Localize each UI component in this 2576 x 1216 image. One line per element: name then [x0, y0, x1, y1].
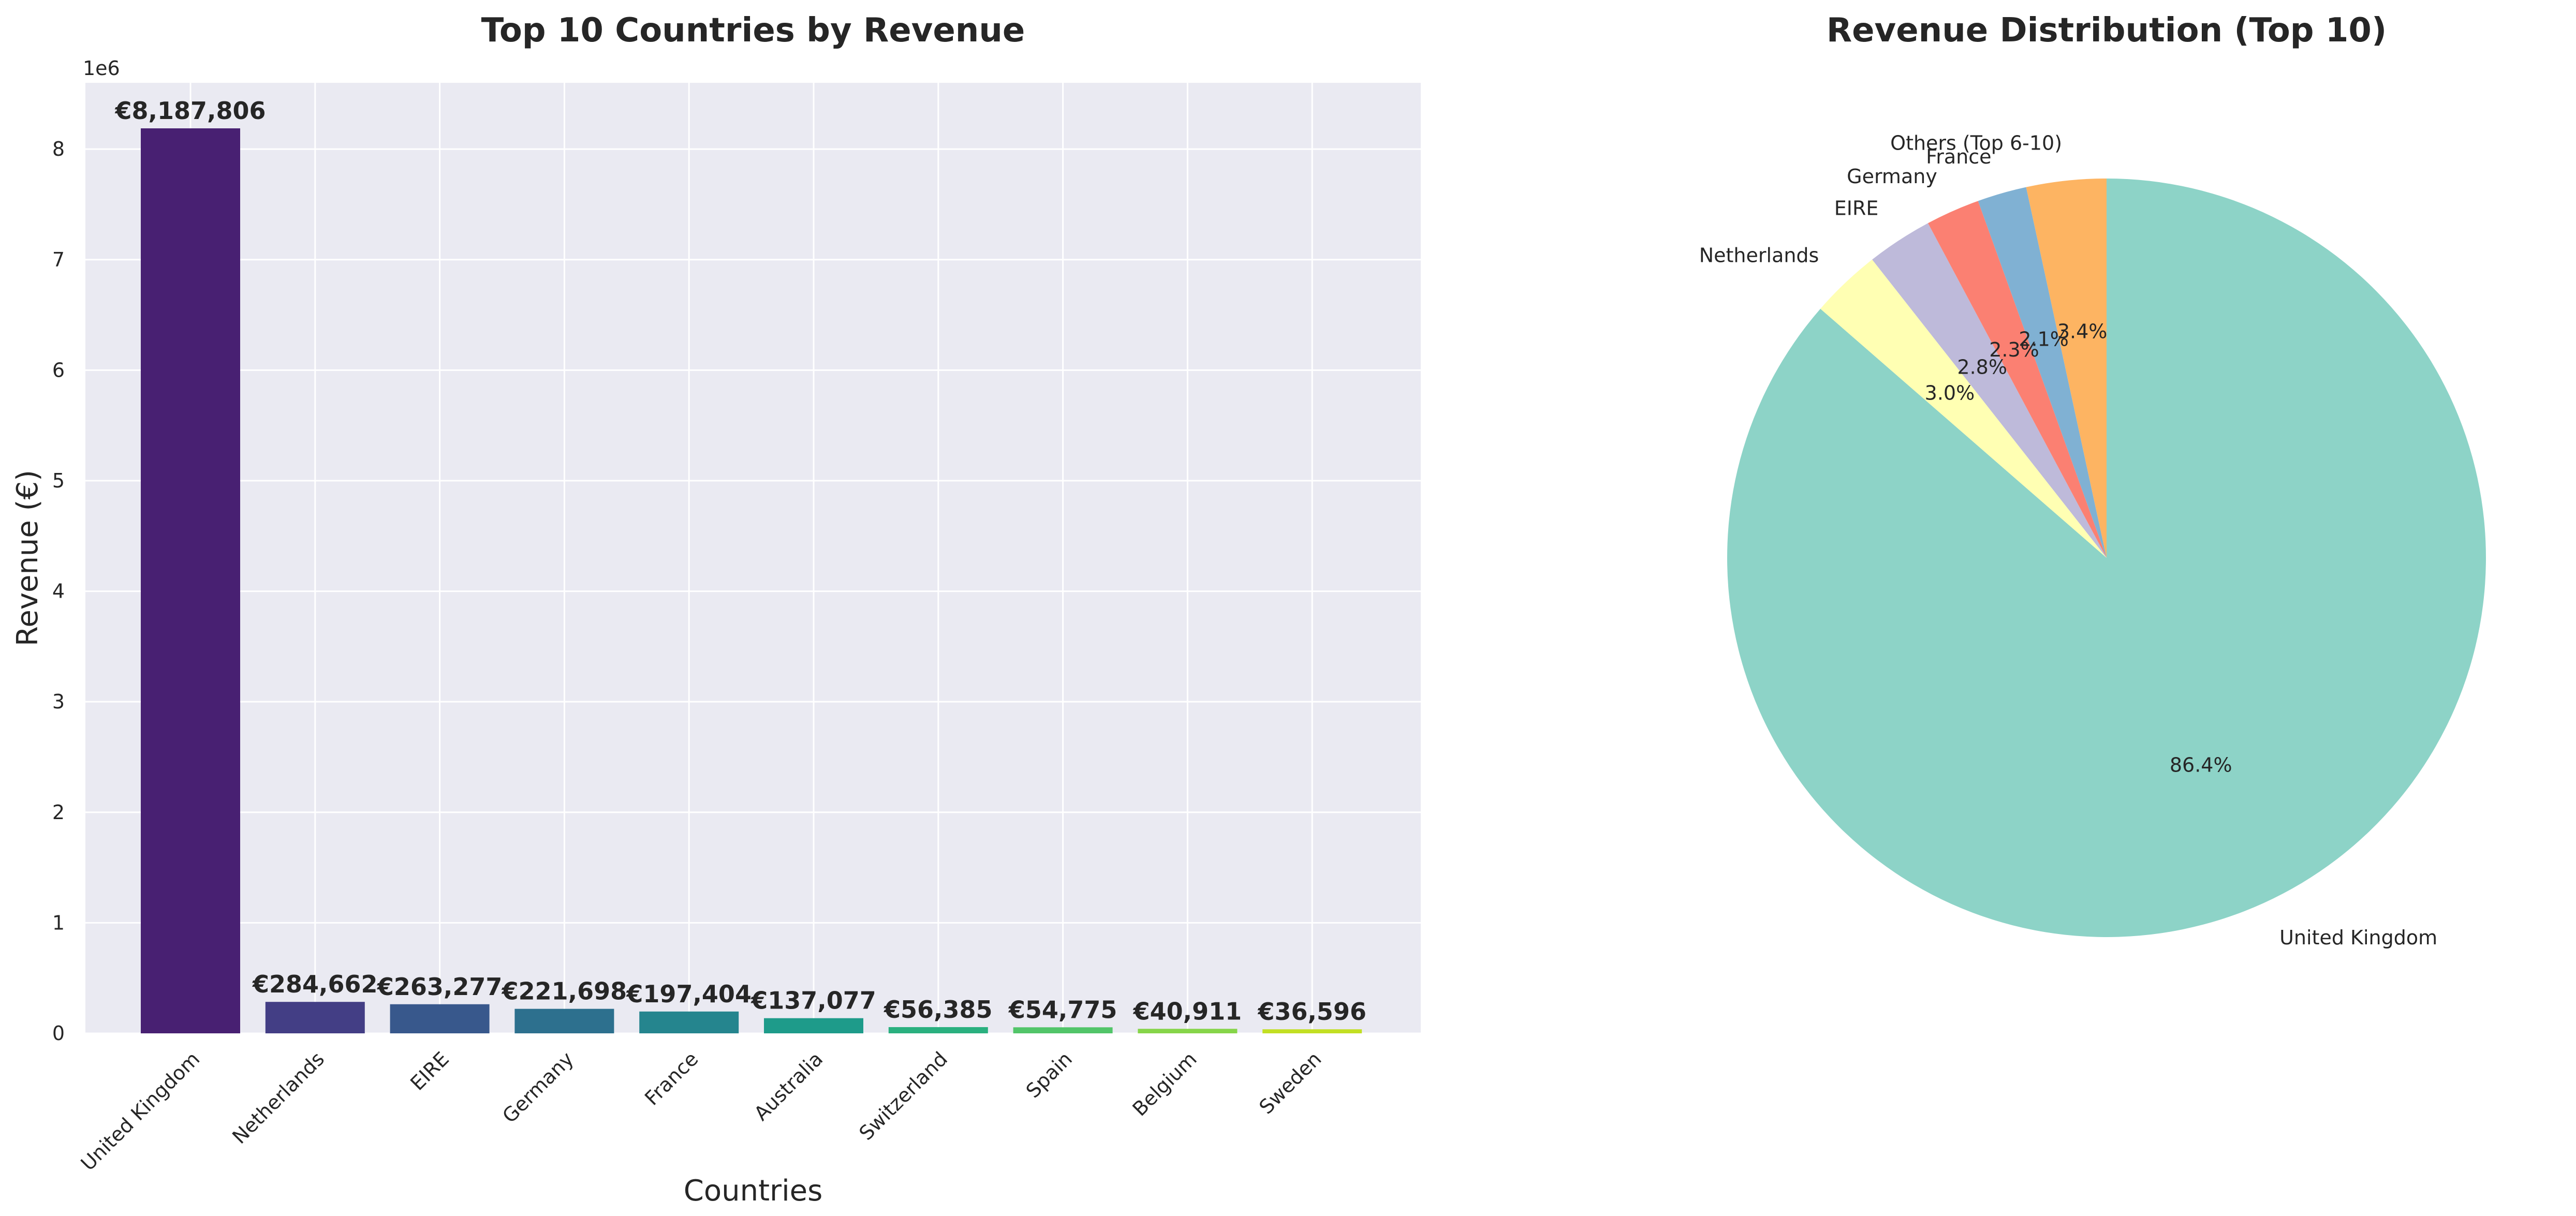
pie-slice-label: Netherlands — [1699, 244, 1819, 267]
pie-slice-label: Germany — [1847, 165, 1937, 188]
y-tick-label: 8 — [52, 138, 65, 160]
pie-percent-label: 3.4% — [2057, 320, 2108, 343]
bar — [265, 1002, 365, 1033]
pie-percent-label: 2.3% — [1989, 338, 2039, 361]
x-tick-label: Spain — [1022, 1047, 1077, 1102]
x-tick-labels: United Kingdom Netherlands EIRE Germany Fran… — [77, 1047, 1326, 1175]
x-tick-label: Belgium — [1128, 1047, 1201, 1120]
y-tick-label: 2 — [52, 801, 65, 824]
pie-slice-label: EIRE — [1834, 197, 1879, 220]
pie-slice-label: France — [1926, 145, 1991, 168]
bar — [390, 1004, 490, 1033]
x-tick-label: EIRE — [406, 1047, 453, 1095]
pie-slice — [1872, 223, 2107, 558]
bar-value-label: €40,911 — [1133, 997, 1242, 1025]
bar — [639, 1011, 739, 1033]
x-tick-label: Germany — [498, 1047, 578, 1128]
bar-value-label: €284,662 — [252, 970, 378, 998]
y-tick-label: 5 — [52, 469, 65, 492]
pie-slice — [1820, 259, 2107, 558]
y-axis-offset-label: 1e6 — [83, 57, 120, 80]
y-tick-label: 0 — [52, 1022, 65, 1045]
x-axis-label: Countries — [684, 1174, 823, 1208]
y-tick-label: 6 — [52, 359, 65, 381]
pie-slices — [1727, 179, 2486, 937]
x-tick-label: Sweden — [1255, 1047, 1326, 1118]
bar — [764, 1018, 863, 1033]
pie-slice-label: Others (Top 6-10) — [1890, 131, 2062, 154]
bar — [1013, 1027, 1113, 1033]
x-tick-label: Netherlands — [228, 1047, 329, 1148]
y-tick-label: 1 — [52, 911, 65, 934]
y-tick-labels: 0 1 2 3 4 5 6 7 8 — [52, 138, 65, 1045]
y-tick-label: 3 — [52, 690, 65, 713]
pie-slice-label: United Kingdom — [2279, 926, 2437, 949]
bar — [1138, 1029, 1238, 1033]
y-tick-label: 7 — [52, 248, 65, 271]
x-tick-label: United Kingdom — [77, 1047, 204, 1175]
bar-value-label: €197,404 — [626, 980, 752, 1008]
pie-slice — [1978, 187, 2107, 558]
pie-percent-labels: 86.4% 3.0%2.8%2.3%2.1%3.4% — [1925, 320, 2232, 777]
pie-slice — [2026, 179, 2107, 558]
x-tick-label: Switzerland — [855, 1047, 952, 1145]
pie-chart-title: Revenue Distribution (Top 10) — [1827, 11, 2387, 50]
bar-value-label: €263,277 — [377, 973, 503, 1001]
pie-percent-label: 2.8% — [1957, 356, 2007, 379]
pie-slice — [1927, 201, 2107, 558]
bar-value-label: €54,775 — [1008, 996, 1117, 1024]
bar-chart: €8,187,806 €284,662 €263,277 €221,698 €197,4… — [11, 11, 1421, 1208]
bar — [888, 1027, 988, 1033]
bar-value-label: €8,187,806 — [114, 97, 266, 125]
bar — [1262, 1029, 1362, 1033]
bar-value-label: €36,596 — [1257, 998, 1366, 1026]
bar — [141, 128, 240, 1034]
bar-chart-title: Top 10 Countries by Revenue — [481, 11, 1025, 50]
bar-value-label: €137,077 — [750, 987, 876, 1015]
pie-chart: Revenue Distribution (Top 10) United Kin… — [1699, 11, 2486, 949]
pie-percent-label: 86.4% — [2170, 753, 2232, 776]
bar-gridlines — [85, 83, 1421, 1034]
bar-value-label: €221,698 — [502, 977, 627, 1005]
x-tick-label: France — [640, 1047, 702, 1109]
bar-series — [141, 128, 1362, 1034]
x-tick-label: Australia — [749, 1047, 827, 1125]
bar — [514, 1009, 614, 1033]
y-tick-label: 4 — [52, 580, 65, 603]
y-axis-label: Revenue (€) — [11, 470, 45, 646]
bar-value-label: €56,385 — [884, 996, 993, 1024]
bar-plot-background — [85, 83, 1421, 1033]
pie-percent-label: 3.0% — [1925, 381, 1975, 404]
pie-percent-label: 2.1% — [2019, 328, 2069, 350]
bar-value-labels: €8,187,806 €284,662 €263,277 €221,698 €197,4… — [114, 97, 1366, 1026]
pie-slice-labels: United Kingdom Netherlands EIRE GermanyFran… — [1699, 131, 2437, 949]
